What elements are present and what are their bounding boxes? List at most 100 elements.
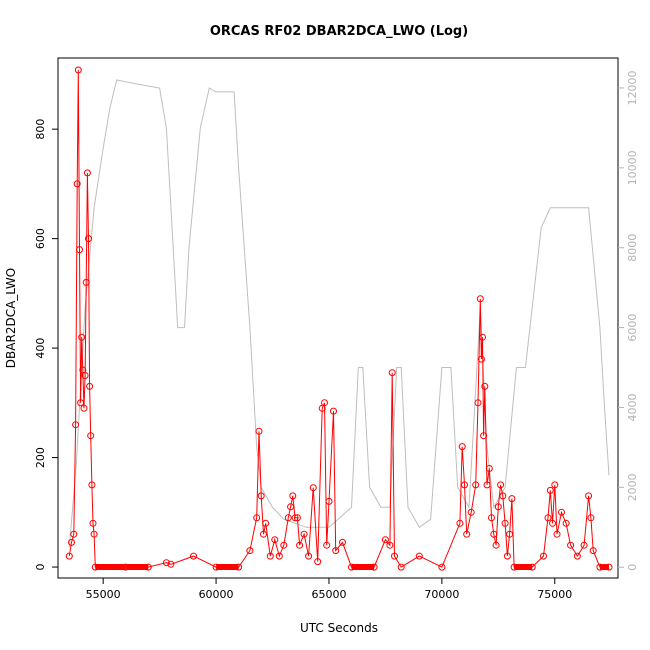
data-point [553, 530, 561, 538]
y2-tick-label: 6000 [626, 314, 639, 342]
y2-tick-label: 10000 [626, 150, 639, 185]
data-point [74, 66, 82, 74]
data-point [501, 519, 509, 527]
series-line [68, 69, 609, 568]
data-point [291, 514, 299, 522]
data-point [77, 399, 85, 407]
data-point [589, 547, 597, 555]
data-point [72, 421, 80, 429]
data-point [287, 503, 295, 511]
data-point [82, 278, 90, 286]
data-point [476, 295, 484, 303]
data-point [480, 432, 488, 440]
data-point [388, 369, 396, 377]
data-point [330, 407, 337, 415]
data-point [300, 530, 308, 538]
data-point [289, 492, 297, 500]
data-point [257, 492, 265, 500]
series-layer [65, 66, 613, 571]
data-point [275, 552, 283, 560]
data-point [463, 530, 471, 538]
data-point [485, 465, 493, 472]
data-point [332, 547, 340, 555]
x-tick-label: 70000 [424, 588, 459, 601]
data-point [549, 519, 556, 527]
y2-tick-label: 2000 [626, 473, 639, 501]
data-point [573, 552, 581, 560]
data-point [503, 552, 511, 560]
data-point [474, 399, 482, 407]
data-point [68, 538, 75, 546]
x-tick-label: 55000 [86, 588, 121, 601]
data-point [246, 547, 254, 555]
data-point [76, 246, 83, 254]
data-point [562, 519, 570, 527]
data-point [461, 481, 468, 489]
data-point [88, 481, 96, 489]
data-point [483, 481, 491, 489]
y2-tick-label: 4000 [626, 393, 639, 421]
data-point [314, 558, 322, 566]
data-point [81, 372, 89, 379]
data-point [280, 541, 288, 549]
data-point [479, 333, 486, 341]
data-point [508, 495, 516, 503]
data-point [323, 541, 331, 549]
data-point [90, 530, 98, 538]
data-point [260, 530, 267, 538]
data-point [397, 563, 405, 571]
data-point [253, 514, 261, 522]
data-point [284, 514, 292, 522]
data-point [381, 536, 389, 544]
data-point [492, 541, 500, 549]
data-point [558, 508, 565, 516]
data-point [494, 503, 502, 511]
data-point [190, 552, 197, 560]
y-tick-label: 600 [34, 228, 47, 249]
y-axis-right: 0 2000 4000 6000 8000 10000 12000 [618, 70, 639, 571]
x-tick-label: 75000 [537, 588, 572, 601]
data-point [86, 382, 94, 390]
data-point [73, 180, 81, 188]
data-point [438, 563, 446, 571]
y-axis-left: 0 200 400 600 800 [34, 119, 58, 571]
y2-tick-label: 12000 [626, 70, 639, 105]
data-point [490, 530, 498, 538]
data-point [585, 492, 593, 500]
data-point [325, 497, 333, 505]
x-axis: 55000 60000 65000 70000 75000 [86, 578, 572, 601]
data-point [415, 552, 423, 560]
data-point [339, 538, 346, 546]
y-axis-label: DBAR2DCA_LWO [4, 268, 18, 368]
data-point [506, 530, 514, 538]
y2-tick-label: 8000 [626, 234, 639, 262]
data-point [587, 514, 595, 522]
data-point [83, 169, 91, 177]
x-axis-label: UTC Seconds [300, 621, 378, 635]
y-tick-label: 800 [34, 119, 47, 140]
data-point [80, 404, 88, 412]
data-point [540, 552, 547, 560]
chart-title: ORCAS RF02 DBAR2DCA_LWO (Log) [210, 24, 468, 39]
data-point [293, 514, 301, 522]
altitude-layer [68, 79, 610, 548]
data-point [309, 484, 317, 492]
x-tick-label: 65000 [311, 588, 346, 601]
data-point [386, 541, 394, 549]
data-point [78, 333, 86, 341]
plot-frame [57, 57, 619, 579]
data-point [497, 481, 505, 489]
data-point [546, 486, 554, 494]
data-point [167, 560, 175, 568]
data-point [477, 355, 485, 363]
data-point [472, 481, 480, 489]
data-point [580, 541, 588, 549]
data-point [266, 552, 274, 560]
data-point [488, 514, 495, 522]
data-point [70, 530, 78, 538]
altitude-line [68, 79, 610, 548]
y-tick-label: 200 [34, 447, 47, 468]
data-point [567, 541, 575, 549]
data-point [296, 541, 304, 549]
